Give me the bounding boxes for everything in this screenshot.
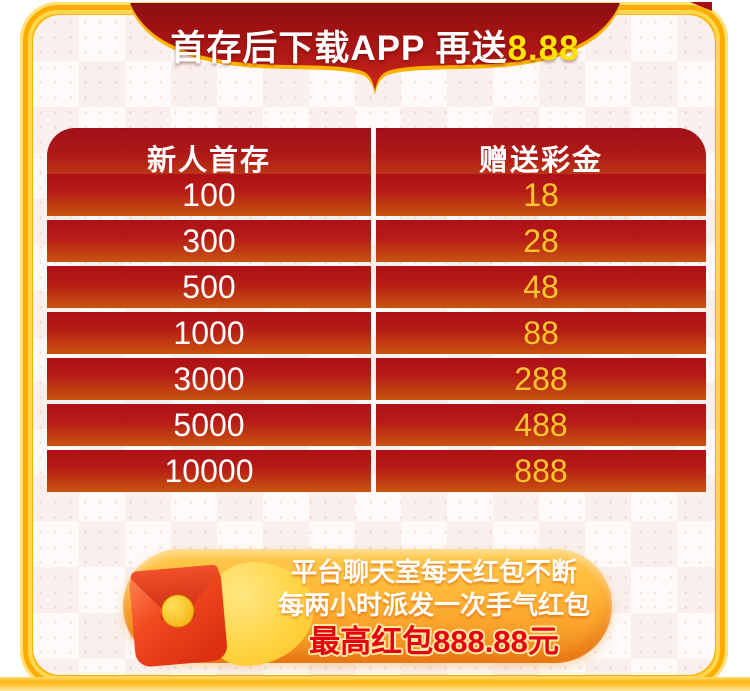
bonus-cell: 488 [376,404,706,446]
deposit-cell: 3000 [47,358,371,400]
ribbon-red-body [130,3,620,91]
bonus-cell: 28 [376,220,706,262]
app-download-banner[interactable]: 首存后下载APP 再送8.88 [130,3,620,99]
deposit-cell: 500 [47,266,371,308]
bonus-cell: 888 [376,450,706,492]
bonus-cell: 288 [376,358,706,400]
deposit-cell: 1000 [47,312,371,354]
promo-line-2: 每两小时派发一次手气红包 [277,590,590,620]
promo-max-amount: 最高红包888.88元 [309,624,559,659]
bonus-cell: 48 [376,266,706,308]
bonus-cell: 88 [376,312,706,354]
banner-title-text: 首存后下载APP 再送 [170,29,508,68]
deposit-bonus-table: 新人首存 赠送彩金 100 18 300 28 500 48 1000 88 3… [47,128,706,492]
promo-line-1: 平台聊天室每天红包不断 [290,557,577,587]
ribbon-shape [130,3,620,95]
red-envelope-icon [123,548,233,679]
deposit-cell: 10000 [47,450,371,492]
banner-title: 首存后下载APP 再送8.88 [130,20,620,71]
bonus-cell: 18 [376,174,706,216]
deposit-cell: 300 [47,220,371,262]
deposit-cell: 100 [47,174,371,216]
deposit-cell: 5000 [47,404,371,446]
banner-bonus-amount: 8.88 [507,29,580,68]
corner-ribbon-accent [690,2,712,11]
promo-text-block: 平台聊天室每天红包不断 每两小时派发一次手气红包 最高红包888.88元 [262,556,606,660]
bottom-gold-band [0,677,750,691]
